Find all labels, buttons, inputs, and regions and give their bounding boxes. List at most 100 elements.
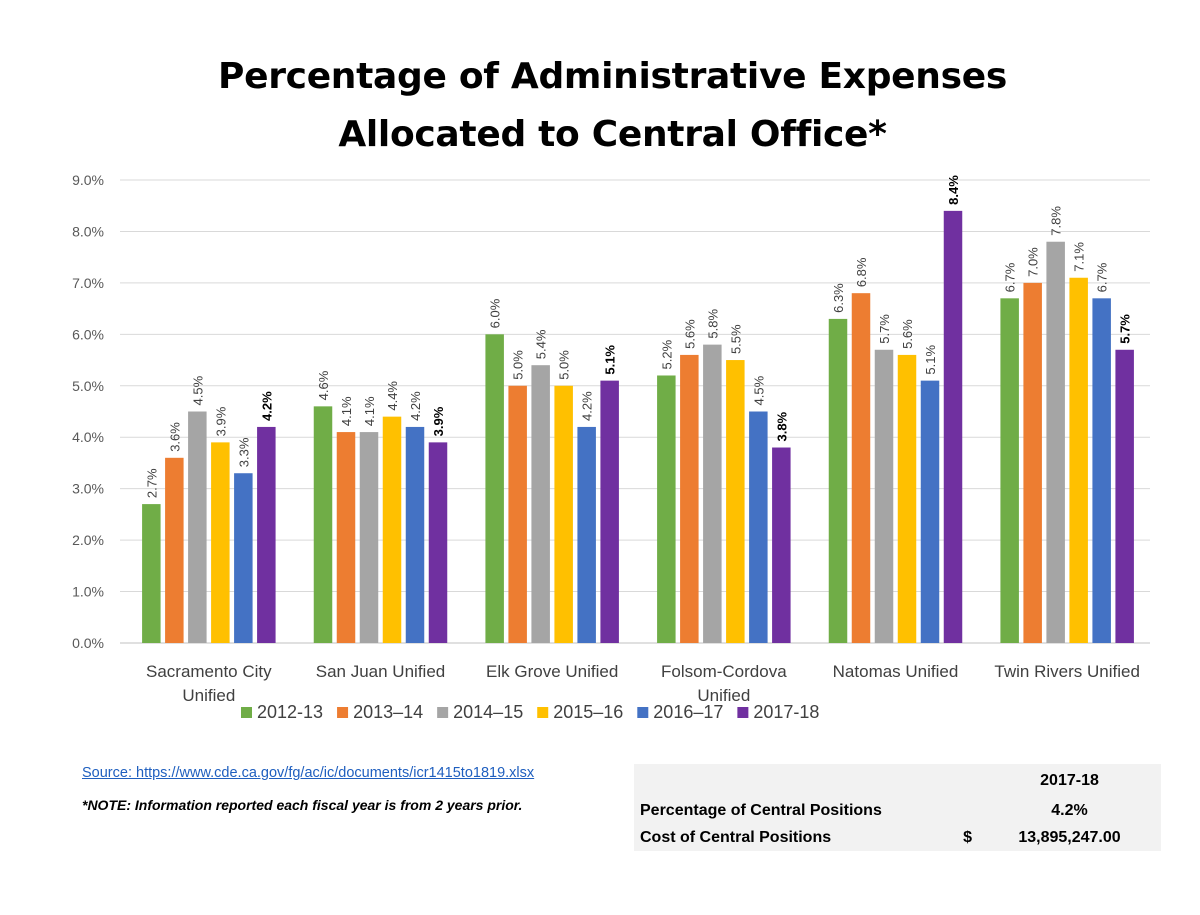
data-label: 6.8%	[854, 257, 869, 287]
data-label: 3.9%	[213, 406, 228, 436]
y-tick-label: 8.0%	[72, 223, 104, 239]
legend-swatch	[737, 707, 749, 718]
y-tick-label: 5.0%	[72, 378, 104, 394]
data-label: 5.2%	[659, 339, 674, 369]
summary-table: 2017-18 Percentage of Central Positions …	[634, 764, 1161, 851]
bar	[142, 504, 161, 643]
bar	[577, 426, 596, 643]
data-label: 3.9%	[431, 406, 446, 436]
x-category-label: San Juan Unified	[316, 662, 445, 681]
bar	[851, 293, 871, 643]
bar	[382, 416, 402, 643]
bar	[897, 354, 917, 643]
chart-title: Percentage of Administrative Expenses Al…	[0, 48, 1200, 164]
bar	[1000, 298, 1019, 643]
bar	[749, 411, 768, 643]
data-label: 5.6%	[682, 319, 697, 349]
summary-row-label: Percentage of Central Positions	[640, 801, 882, 819]
data-label: 4.5%	[190, 375, 205, 405]
data-label: 3.6%	[167, 422, 182, 452]
x-category-label: Sacramento City	[146, 662, 272, 681]
summary-header-currency	[946, 764, 978, 797]
bar	[188, 411, 207, 643]
x-category-label: Twin Rivers Unified	[994, 662, 1140, 681]
summary-header-year: 2017-18	[1040, 771, 1099, 789]
y-tick-label: 6.0%	[72, 326, 104, 342]
bar	[874, 349, 894, 643]
chart-title-line-2: Allocated to Central Office*	[338, 114, 887, 155]
legend-label: 2017-18	[753, 702, 819, 722]
bar	[680, 354, 699, 643]
x-category-label: Unified	[697, 686, 750, 705]
bar	[1069, 277, 1088, 643]
legend-label: 2012-13	[257, 702, 323, 722]
legend-swatch	[437, 707, 449, 718]
bar	[405, 426, 425, 643]
bar	[211, 442, 230, 643]
chart-title-line-1: Percentage of Administrative Expenses	[218, 56, 1007, 97]
x-category-label: Folsom-Cordova	[661, 662, 787, 681]
bar	[508, 385, 527, 643]
data-label: 6.7%	[1003, 262, 1018, 292]
legend-swatch	[337, 707, 349, 718]
data-label: 6.3%	[831, 283, 846, 313]
bar	[1023, 282, 1042, 643]
bar	[1115, 349, 1134, 643]
data-label: 5.1%	[603, 345, 618, 375]
data-label: 5.4%	[534, 329, 549, 359]
data-label: 4.2%	[580, 391, 595, 421]
data-label: 6.7%	[1095, 262, 1110, 292]
legend-label: 2013–14	[353, 702, 423, 722]
data-label: 7.1%	[1072, 242, 1087, 272]
summary-table-row: Cost of Central Positions $ 13,895,247.0…	[634, 824, 1161, 851]
y-tick-label: 1.0%	[72, 584, 104, 600]
data-label: 5.6%	[900, 319, 915, 349]
summary-table-header-row: 2017-18	[634, 764, 1161, 797]
y-tick-label: 7.0%	[72, 275, 104, 291]
data-label: 2.7%	[144, 468, 159, 498]
data-label: 4.2%	[408, 391, 423, 421]
y-tick-label: 4.0%	[72, 429, 104, 445]
summary-row-currency	[946, 797, 978, 824]
bar	[165, 457, 184, 643]
summary-table-row: Percentage of Central Positions 4.2%	[634, 797, 1161, 824]
data-label: 5.0%	[511, 350, 526, 380]
y-tick-label: 9.0%	[72, 172, 104, 188]
bar	[726, 360, 745, 643]
bar	[485, 334, 504, 643]
data-label: 4.4%	[385, 381, 400, 411]
bar	[313, 406, 333, 643]
data-label: 5.8%	[705, 309, 720, 339]
data-label: 5.1%	[923, 345, 938, 375]
bar	[920, 380, 940, 643]
bar	[554, 385, 573, 643]
footnote: *NOTE: Information reported each fiscal …	[82, 797, 523, 813]
bar	[828, 318, 848, 643]
source-link[interactable]: Source: https://www.cde.ca.gov/fg/ac/ic/…	[82, 765, 535, 781]
bar	[772, 447, 791, 643]
bar	[657, 375, 676, 643]
bar	[359, 432, 379, 643]
data-label: 7.8%	[1049, 206, 1064, 236]
data-label: 4.5%	[751, 375, 766, 405]
bar	[531, 365, 550, 643]
bar	[1092, 298, 1111, 643]
legend-swatch	[537, 707, 549, 718]
summary-row-value: 13,895,247.00	[1018, 828, 1121, 846]
bar	[257, 426, 276, 643]
bar	[234, 473, 253, 643]
data-label: 5.7%	[1118, 314, 1133, 344]
y-tick-label: 0.0%	[72, 635, 104, 651]
legend-swatch	[241, 707, 252, 718]
data-label: 3.8%	[774, 411, 789, 441]
legend-label: 2016–17	[653, 702, 723, 722]
data-label: 8.4%	[946, 175, 961, 205]
summary-row-currency: $	[963, 828, 972, 846]
data-label: 6.0%	[488, 298, 503, 328]
summary-row-value: 4.2%	[1051, 801, 1088, 819]
data-label: 4.2%	[259, 391, 274, 421]
x-category-label: Elk Grove Unified	[486, 662, 618, 681]
bar	[703, 344, 722, 643]
summary-header-empty	[634, 764, 946, 797]
bar	[336, 432, 356, 643]
